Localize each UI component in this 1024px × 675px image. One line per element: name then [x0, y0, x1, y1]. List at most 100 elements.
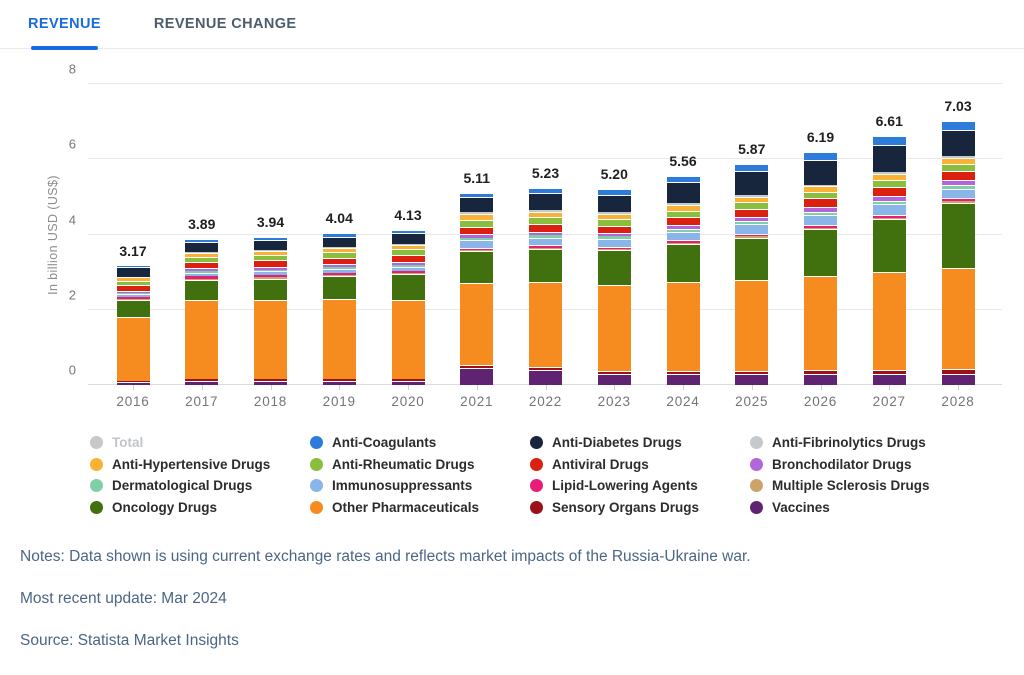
legend-item-anti-hypertensive-drugs[interactable]: Anti-Hypertensive Drugs [90, 457, 310, 472]
bar-segment-2027[interactable] [872, 219, 906, 272]
tab-revenue[interactable]: REVENUE [28, 0, 101, 50]
bar-segment-2024[interactable] [666, 282, 700, 371]
bar-segment-2028[interactable] [941, 163, 975, 171]
bar-segment-2027[interactable] [872, 214, 906, 218]
bar-segment-2024[interactable] [666, 216, 700, 225]
bar-segment-2026[interactable] [804, 186, 837, 193]
bar-2026[interactable] [804, 152, 837, 385]
bar-segment-2022[interactable] [529, 237, 562, 246]
legend-item-anti-rheumatic-drugs[interactable]: Anti-Rheumatic Drugs [310, 457, 530, 472]
bar-segment-2016[interactable] [116, 380, 150, 382]
bar-segment-2018[interactable] [254, 275, 287, 278]
bar-segment-2022[interactable] [529, 209, 562, 212]
bar-segment-2017[interactable] [185, 256, 219, 263]
bar-segment-2024[interactable] [666, 231, 700, 241]
bar-segment-2024[interactable] [666, 374, 700, 385]
bar-segment-2016[interactable] [116, 277, 150, 281]
bar-2016[interactable] [116, 265, 150, 385]
bar-segment-2019[interactable] [322, 233, 356, 237]
tab-revenue-change[interactable]: REVENUE CHANGE [154, 0, 297, 48]
bar-segment-2024[interactable] [666, 203, 700, 205]
bar-segment-2016[interactable] [116, 265, 150, 268]
bar-segment-2017[interactable] [185, 276, 219, 279]
bar-segment-2026[interactable] [804, 370, 837, 375]
bar-segment-2021[interactable] [460, 192, 494, 198]
bar-segment-2027[interactable] [872, 180, 906, 187]
bar-segment-2019[interactable] [322, 257, 356, 264]
bar-segment-2022[interactable] [529, 282, 562, 367]
bar-segment-2023[interactable] [597, 238, 631, 247]
legend-item-sensory-organs-drugs[interactable]: Sensory Organs Drugs [530, 500, 750, 515]
bar-segment-2026[interactable] [804, 374, 837, 385]
bar-segment-2018[interactable] [254, 250, 287, 255]
bar-segment-2024[interactable] [666, 370, 700, 375]
bar-segment-2018[interactable] [254, 277, 287, 279]
bar-segment-2023[interactable] [597, 225, 631, 233]
bar-segment-2025[interactable] [735, 279, 769, 371]
bar-segment-2024[interactable] [666, 210, 700, 217]
bar-segment-2022[interactable] [529, 366, 562, 370]
legend-item-anti-diabetes-drugs[interactable]: Anti-Diabetes Drugs [530, 435, 750, 450]
bar-segment-2016[interactable] [116, 297, 150, 299]
bar-segment-2021[interactable] [460, 214, 494, 220]
bar-segment-2019[interactable] [322, 236, 356, 247]
bar-segment-2027[interactable] [872, 271, 906, 370]
bar-segment-2016[interactable] [116, 290, 150, 294]
bar-segment-2021[interactable] [460, 237, 494, 241]
bar-segment-2023[interactable] [597, 370, 631, 374]
bar-segment-2027[interactable] [872, 144, 906, 173]
bar-segment-2018[interactable] [254, 379, 287, 382]
bar-segment-2024[interactable] [666, 204, 700, 211]
bar-segment-2022[interactable] [529, 188, 562, 194]
bar-segment-2028[interactable] [941, 201, 975, 203]
bar-segment-2028[interactable] [941, 155, 975, 158]
bar-segment-2020[interactable] [391, 274, 425, 300]
bar-segment-2023[interactable] [597, 189, 631, 195]
bar-segment-2019[interactable] [322, 251, 356, 258]
bar-segment-2022[interactable] [529, 245, 562, 249]
bar-segment-2022[interactable] [529, 224, 562, 232]
bar-segment-2023[interactable] [597, 194, 631, 213]
bar-segment-2023[interactable] [597, 232, 631, 237]
bar-segment-2018[interactable] [254, 381, 287, 385]
bar-segment-2025[interactable] [735, 236, 769, 238]
bar-segment-2018[interactable] [254, 239, 287, 250]
bar-segment-2020[interactable] [391, 299, 425, 379]
bar-segment-2018[interactable] [254, 236, 287, 240]
bar-segment-2019[interactable] [322, 267, 356, 269]
legend-item-immunosuppressants[interactable]: Immunosuppressants [310, 478, 530, 493]
legend-item-other-pharmaceuticals[interactable]: Other Pharmaceuticals [310, 500, 530, 515]
bar-segment-2021[interactable] [460, 250, 494, 252]
bar-segment-2027[interactable] [872, 195, 906, 201]
bar-segment-2017[interactable] [185, 379, 219, 382]
bar-segment-2027[interactable] [872, 186, 906, 196]
bar-segment-2022[interactable] [529, 369, 562, 385]
bar-segment-2024[interactable] [666, 242, 700, 244]
bar-segment-2017[interactable] [185, 271, 219, 273]
bar-segment-2019[interactable] [322, 380, 356, 385]
bar-segment-2026[interactable] [804, 276, 837, 371]
legend-item-oncology-drugs[interactable]: Oncology Drugs [90, 500, 310, 515]
bar-2020[interactable] [391, 229, 425, 385]
bar-segment-2027[interactable] [872, 136, 906, 145]
bar-segment-2024[interactable] [666, 182, 700, 203]
bar-segment-2023[interactable] [597, 250, 631, 285]
bar-segment-2021[interactable] [460, 283, 494, 366]
bar-segment-2020[interactable] [391, 380, 425, 385]
bar-segment-2028[interactable] [941, 184, 975, 189]
bar-segment-2017[interactable] [185, 268, 219, 272]
bar-segment-2026[interactable] [804, 229, 837, 277]
bar-segment-2019[interactable] [322, 268, 356, 273]
bar-2019[interactable] [322, 233, 356, 385]
bar-segment-2017[interactable] [185, 278, 219, 280]
bar-segment-2020[interactable] [391, 249, 425, 255]
bar-segment-2016[interactable] [116, 276, 150, 278]
bar-segment-2018[interactable] [254, 249, 287, 251]
bar-segment-2019[interactable] [322, 246, 356, 248]
bar-segment-2021[interactable] [460, 212, 494, 215]
bar-segment-2025[interactable] [735, 374, 769, 385]
legend-item-antiviral-drugs[interactable]: Antiviral Drugs [530, 457, 750, 472]
bar-segment-2022[interactable] [529, 217, 562, 225]
bar-2017[interactable] [185, 238, 219, 385]
bar-segment-2024[interactable] [666, 175, 700, 183]
